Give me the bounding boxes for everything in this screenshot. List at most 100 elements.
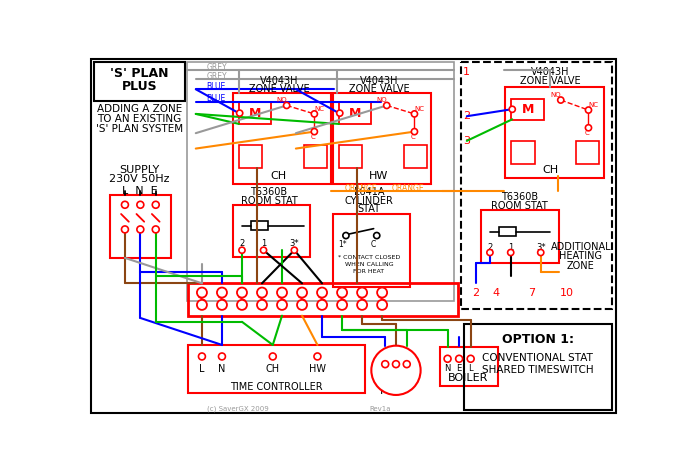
- Text: GREY: GREY: [206, 63, 227, 72]
- Bar: [233, 205, 310, 257]
- Circle shape: [411, 111, 417, 117]
- Circle shape: [297, 300, 307, 310]
- Text: M: M: [522, 103, 534, 116]
- Circle shape: [377, 287, 387, 298]
- Circle shape: [384, 102, 390, 109]
- Circle shape: [197, 287, 207, 298]
- Circle shape: [277, 300, 287, 310]
- Text: N: N: [218, 364, 226, 374]
- Text: 6: 6: [299, 290, 304, 296]
- Text: Rev1a: Rev1a: [370, 406, 391, 412]
- Text: E: E: [393, 369, 399, 378]
- Text: 'S' PLAN: 'S' PLAN: [110, 67, 169, 80]
- Bar: [251, 221, 268, 230]
- Circle shape: [314, 353, 321, 360]
- Text: 1*: 1*: [338, 240, 346, 249]
- Text: 1: 1: [199, 290, 204, 296]
- Circle shape: [257, 287, 267, 298]
- Circle shape: [239, 247, 245, 253]
- Text: V4043H: V4043H: [359, 76, 398, 86]
- Text: GREY: GREY: [206, 72, 227, 80]
- Text: 2: 2: [220, 290, 224, 296]
- Text: ADDING A ZONE: ADDING A ZONE: [97, 103, 182, 114]
- Text: L: L: [469, 364, 473, 373]
- Text: M: M: [349, 107, 362, 120]
- Circle shape: [444, 355, 451, 362]
- Text: CH: CH: [271, 170, 287, 181]
- Text: T6360B: T6360B: [501, 192, 538, 202]
- Circle shape: [508, 249, 514, 256]
- Circle shape: [455, 355, 462, 362]
- Circle shape: [121, 201, 128, 208]
- Circle shape: [269, 353, 276, 360]
- Bar: [404, 145, 427, 168]
- Text: L: L: [404, 369, 409, 378]
- Circle shape: [237, 110, 243, 116]
- Text: C: C: [371, 240, 376, 249]
- Text: T6360B: T6360B: [250, 188, 288, 197]
- Text: 1: 1: [463, 66, 471, 77]
- Text: N: N: [382, 369, 388, 378]
- Circle shape: [217, 300, 227, 310]
- Bar: [499, 227, 516, 236]
- Bar: [464, 324, 611, 410]
- Text: 230V 50Hz: 230V 50Hz: [109, 175, 170, 184]
- Circle shape: [311, 129, 317, 135]
- Circle shape: [297, 287, 307, 298]
- Text: SHARED TIMESWITCH: SHARED TIMESWITCH: [482, 366, 593, 375]
- Text: NO: NO: [377, 97, 387, 103]
- Text: 10: 10: [560, 288, 574, 298]
- Circle shape: [374, 233, 380, 239]
- Circle shape: [197, 300, 207, 310]
- Circle shape: [217, 287, 227, 298]
- Text: ZONE VALVE: ZONE VALVE: [248, 83, 309, 94]
- Circle shape: [311, 111, 317, 117]
- Circle shape: [377, 300, 387, 310]
- Text: 9: 9: [360, 290, 364, 296]
- Text: N: N: [444, 364, 451, 373]
- Text: NC: NC: [414, 105, 424, 111]
- Text: ZONE VALVE: ZONE VALVE: [520, 76, 580, 86]
- Bar: [461, 62, 611, 309]
- Circle shape: [291, 247, 297, 253]
- Text: BLUE: BLUE: [206, 82, 226, 91]
- Circle shape: [260, 247, 266, 253]
- Text: L641A: L641A: [354, 188, 384, 197]
- Circle shape: [467, 355, 474, 362]
- Bar: [339, 145, 362, 168]
- Circle shape: [382, 361, 388, 368]
- Text: L  N  E: L N E: [121, 186, 157, 196]
- Text: PUMP: PUMP: [380, 386, 412, 396]
- Circle shape: [509, 106, 515, 112]
- Circle shape: [317, 287, 327, 298]
- Text: 2: 2: [463, 111, 471, 121]
- Text: BOILER: BOILER: [448, 373, 489, 383]
- Bar: [440, 347, 497, 386]
- Text: 10: 10: [377, 290, 386, 296]
- Circle shape: [357, 300, 367, 310]
- Text: 2: 2: [487, 242, 493, 252]
- Circle shape: [121, 226, 128, 233]
- Circle shape: [237, 287, 247, 298]
- Text: HW: HW: [309, 364, 326, 374]
- Text: C: C: [310, 134, 315, 140]
- Text: 3*: 3*: [536, 242, 546, 252]
- Bar: [186, 62, 455, 301]
- Text: 3: 3: [239, 290, 244, 296]
- Text: ROOM STAT: ROOM STAT: [491, 201, 548, 211]
- Text: C: C: [584, 130, 589, 136]
- Text: V4043H: V4043H: [259, 76, 298, 86]
- Text: TIME CONTROLLER: TIME CONTROLLER: [230, 382, 323, 392]
- Circle shape: [487, 249, 493, 256]
- Circle shape: [357, 287, 367, 298]
- Bar: [94, 62, 185, 101]
- Circle shape: [137, 226, 144, 233]
- Text: 7: 7: [528, 288, 535, 298]
- Text: HEATING: HEATING: [560, 251, 602, 261]
- Text: CH: CH: [542, 165, 558, 175]
- Text: ADDITIONAL: ADDITIONAL: [551, 242, 611, 252]
- Text: 2: 2: [473, 288, 480, 298]
- Text: CH: CH: [266, 364, 280, 374]
- Text: C: C: [411, 134, 415, 140]
- Text: 1: 1: [261, 239, 266, 248]
